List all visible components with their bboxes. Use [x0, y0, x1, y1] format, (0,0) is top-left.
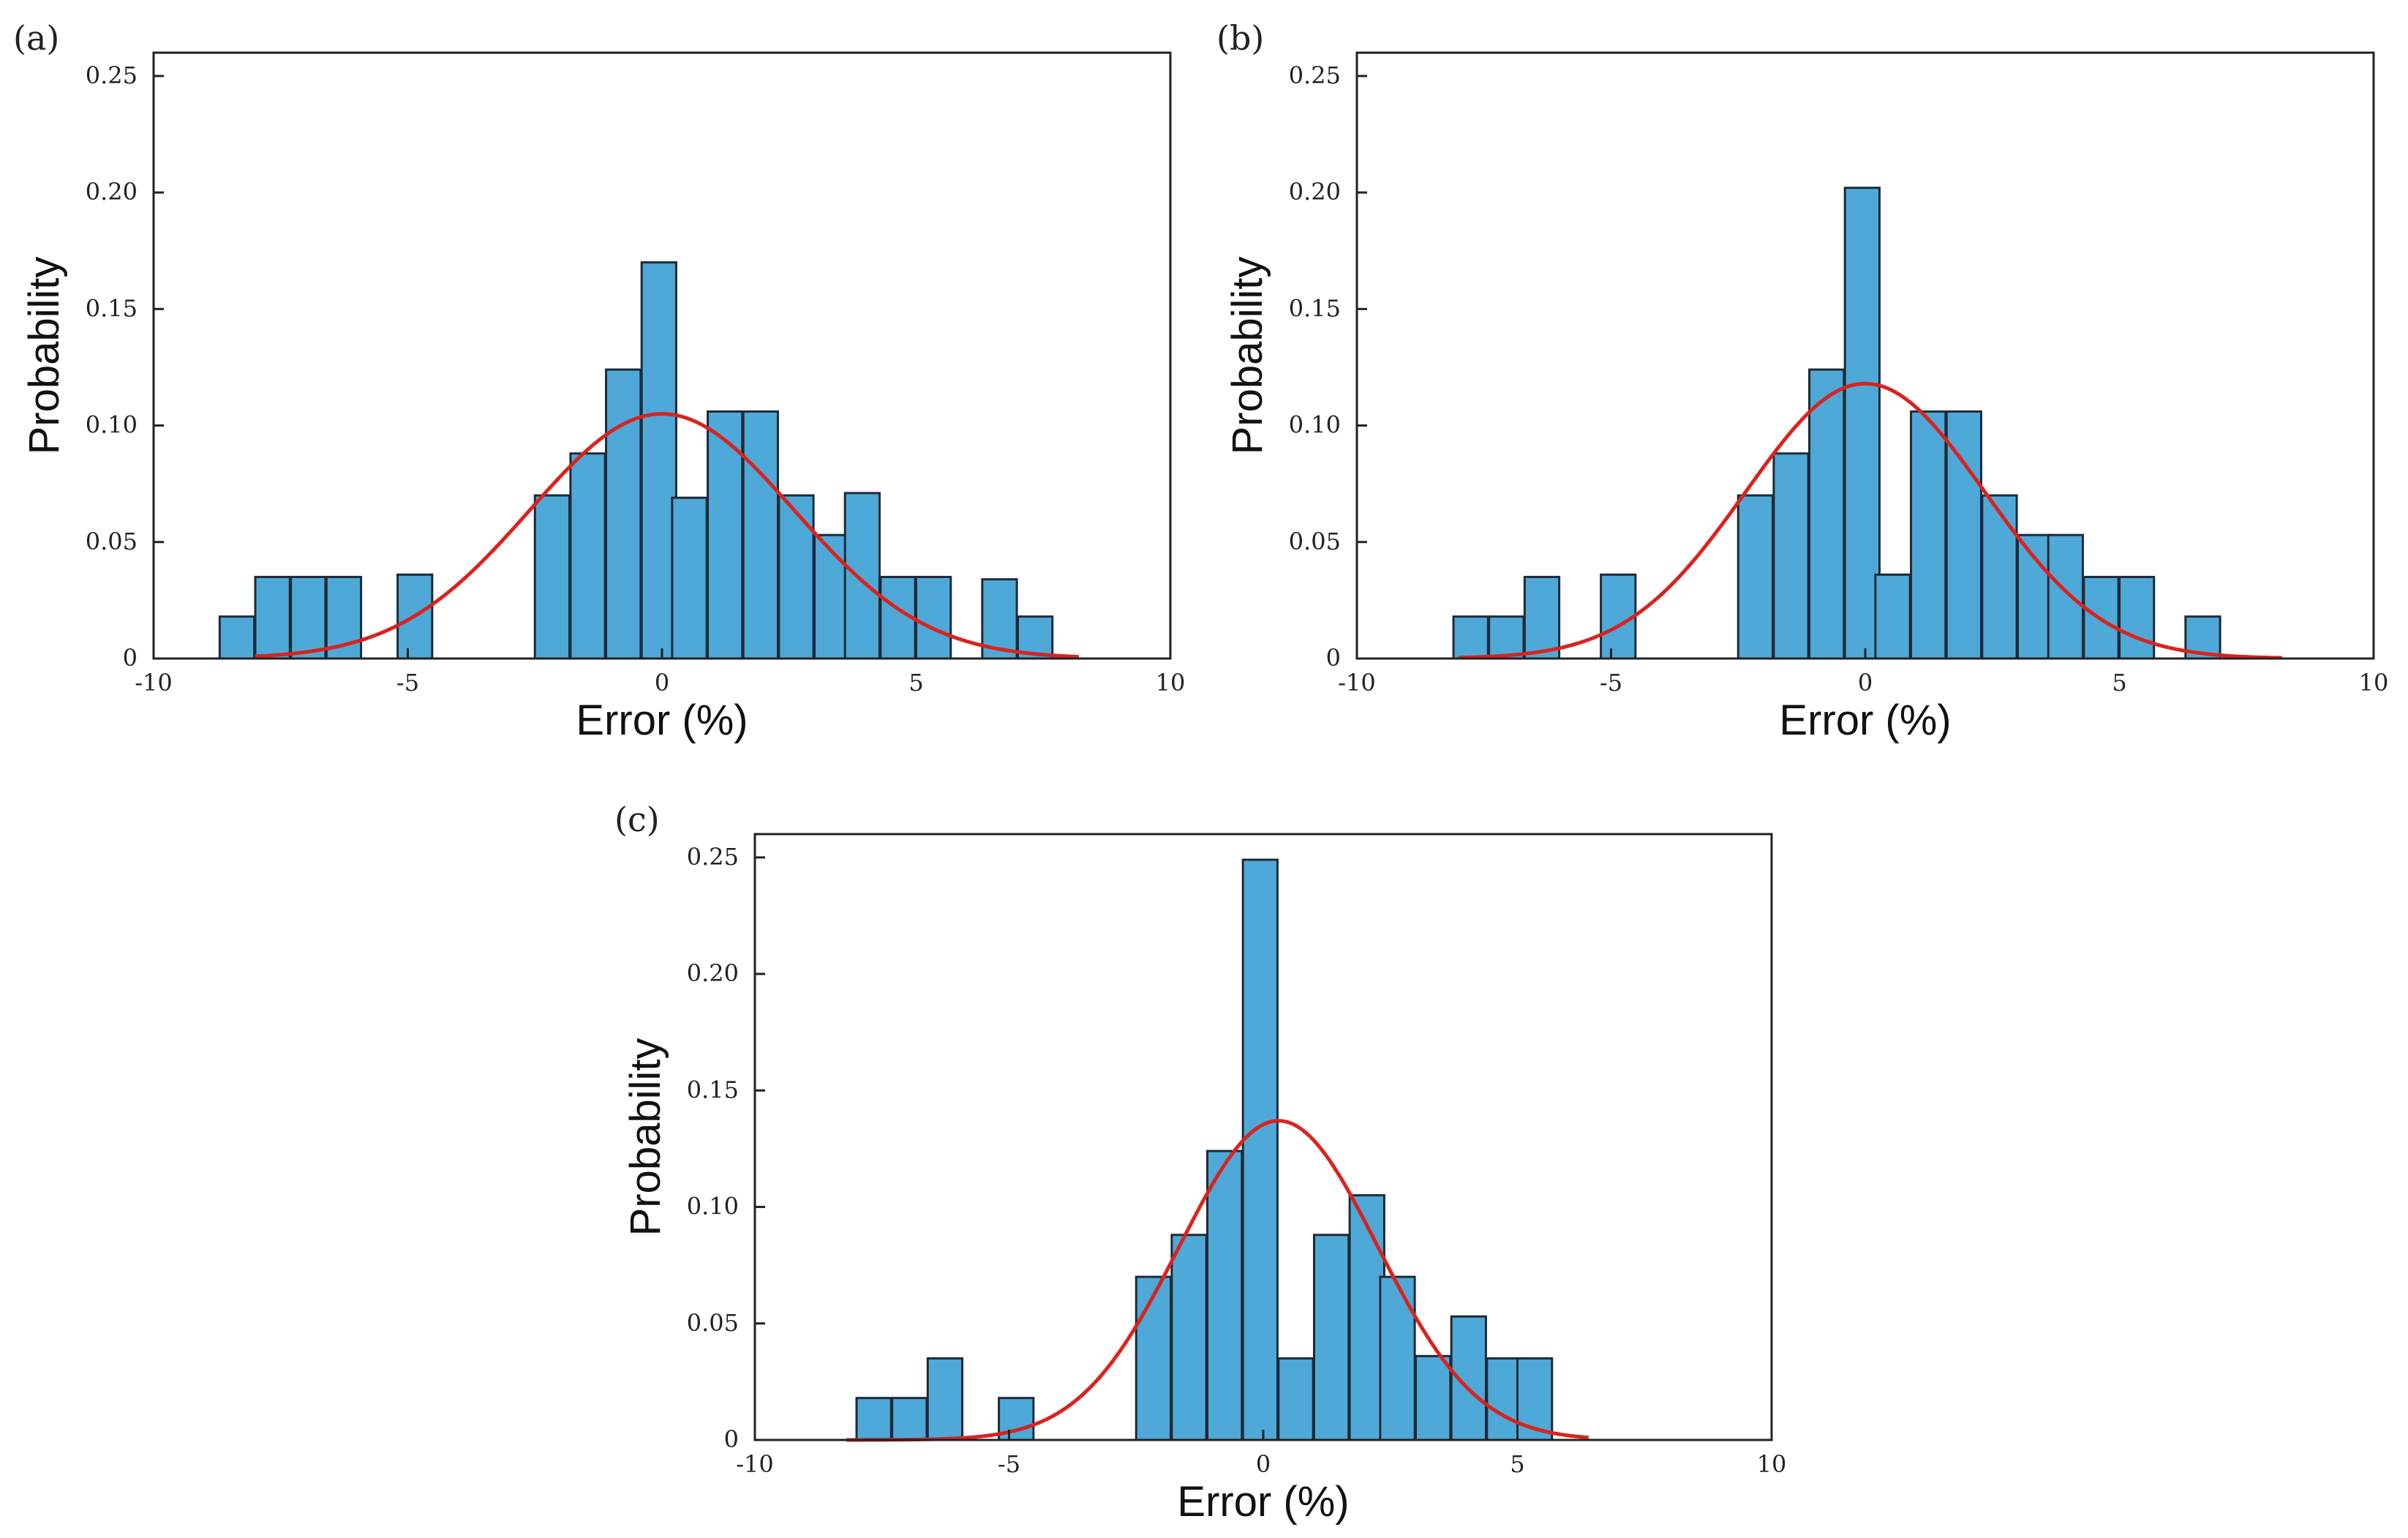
histogram-bar	[1981, 494, 2018, 660]
histogram-bar	[855, 1397, 892, 1441]
histogram-bar	[1206, 1149, 1243, 1441]
x-axis-title: Error (%)	[1177, 1478, 1349, 1526]
x-axis-title: Error (%)	[576, 697, 748, 744]
histogram-bar	[891, 1397, 928, 1441]
x-axis-title: Error (%)	[1779, 697, 1951, 744]
x-tick-label: -5	[998, 1450, 1020, 1478]
histogram-bar	[1843, 187, 1881, 660]
histogram-bar	[1241, 858, 1279, 1441]
panel-c: (c) 0 0.05 0.10 0.15 0.20 0.25 -10 -5 0 5 10 Error (…	[614, 800, 1786, 1526]
histogram-bar	[640, 261, 677, 660]
y-tick-label: 0.15	[1289, 294, 1341, 322]
x-tick-label: 0	[655, 669, 669, 697]
panel-b: (b) 0 0.05 0.10 0.15 0.20 0.25 -10 -5 0 5 10 Error (…	[1216, 18, 2388, 744]
x-tick-label: -10	[736, 1450, 774, 1478]
x-tick-label: -5	[396, 669, 419, 697]
normal-fit-curve	[255, 412, 1080, 659]
y-tick-label: 0.20	[1289, 178, 1341, 206]
x-tick-label: 10	[2359, 669, 2389, 697]
histogram-bar	[1452, 615, 1489, 660]
y-axis-title: Probability	[622, 1038, 669, 1237]
histogram-bar	[915, 576, 952, 660]
histogram-bar	[1600, 573, 1637, 660]
panel-label: (b)	[1216, 18, 1264, 58]
y-tick-label: 0.05	[687, 1309, 739, 1337]
histogram-bar	[1772, 452, 1810, 660]
y-tick-label: 0.20	[687, 959, 739, 987]
histogram-bar	[2017, 533, 2054, 660]
y-tick-label: 0.05	[1289, 528, 1341, 555]
histogram-bar	[1170, 1234, 1208, 1441]
histogram-bar	[1379, 1275, 1416, 1441]
y-tick-label: 0.05	[86, 528, 138, 555]
normal-fit-curve	[846, 1119, 1589, 1442]
histogram-bar	[671, 496, 708, 660]
y-axis-title: Probability	[20, 257, 68, 455]
histogram-bar	[533, 494, 571, 660]
y-tick-label: 0.25	[86, 61, 138, 89]
histogram-bar	[1486, 1357, 1523, 1441]
x-tick-label: 10	[1757, 1450, 1787, 1478]
histogram-bar	[290, 576, 327, 660]
x-tick-label: -10	[1338, 669, 1376, 697]
x-tick-label: 5	[2112, 669, 2126, 697]
y-tick-label: 0	[724, 1425, 739, 1453]
histogram-bar	[605, 368, 642, 660]
histogram-bar	[1808, 368, 1845, 660]
histogram-bar	[1313, 1234, 1350, 1441]
histogram-bar	[1523, 576, 1561, 660]
normal-fit-curve	[1458, 381, 2282, 660]
histogram-bar	[2047, 533, 2084, 660]
histogram-bar	[569, 452, 606, 660]
y-tick-label: 0.15	[86, 294, 138, 322]
y-axis-title: Probability	[1224, 257, 1271, 455]
histogram-bar	[1135, 1275, 1173, 1441]
histogram-bar	[1415, 1354, 1452, 1441]
y-tick-label: 0	[123, 644, 138, 672]
histogram-bar	[254, 576, 291, 660]
x-tick-label: -5	[1600, 669, 1622, 697]
x-tick-label: 5	[1510, 1450, 1524, 1478]
histogram-bar	[1874, 573, 1911, 660]
histogram-bar	[1277, 1357, 1314, 1441]
histogram-bar	[218, 615, 256, 660]
y-tick-label: 0	[1326, 644, 1341, 672]
histogram-bar	[742, 410, 779, 660]
histogram-bar	[1737, 494, 1775, 660]
y-tick-label: 0.10	[687, 1193, 739, 1220]
y-tick-label: 0.25	[687, 843, 739, 871]
y-tick-label: 0.20	[86, 178, 138, 206]
histogram-bar	[1910, 410, 1947, 660]
x-tick-label: 5	[908, 669, 923, 697]
histogram-bar	[1488, 615, 1525, 660]
panel-a: (a) 0 0.05 0.10 0.15 0.20 0.25 -10 -5 0 5 10 Error (…	[13, 18, 1185, 744]
y-tick-label: 0.25	[1289, 61, 1341, 89]
x-tick-label: 10	[1156, 669, 1186, 697]
x-tick-label: 0	[1858, 669, 1873, 697]
y-tick-label: 0.10	[1289, 411, 1341, 439]
panel-label: (c)	[614, 800, 660, 839]
x-tick-label: 0	[1256, 1450, 1271, 1478]
histogram-bar	[843, 492, 881, 660]
panel-label: (a)	[13, 18, 59, 58]
y-tick-label: 0.10	[86, 411, 138, 439]
x-tick-label: -10	[135, 669, 173, 697]
y-tick-label: 0.15	[687, 1076, 739, 1103]
histogram-bar	[778, 494, 815, 660]
histogram-bar	[2118, 576, 2156, 660]
histogram-bar	[1348, 1194, 1385, 1441]
histogram-bar	[926, 1357, 964, 1441]
